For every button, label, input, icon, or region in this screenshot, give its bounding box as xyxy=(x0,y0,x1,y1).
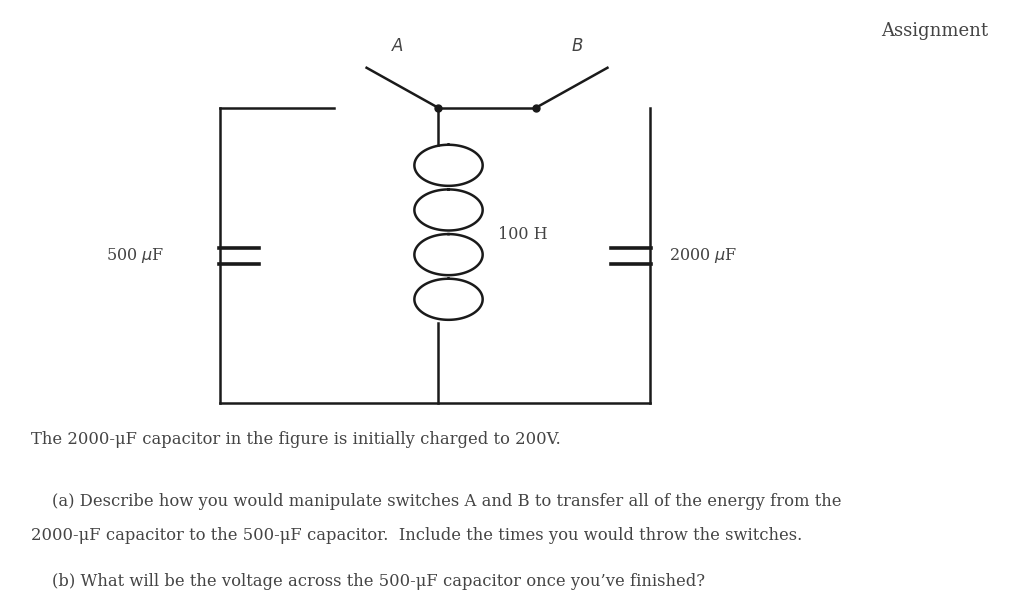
Text: The 2000-μF capacitor in the figure is initially charged to 200V.: The 2000-μF capacitor in the figure is i… xyxy=(31,431,560,448)
Text: 2000 $\mu$F: 2000 $\mu$F xyxy=(669,246,737,265)
Text: 500 $\mu$F: 500 $\mu$F xyxy=(105,246,164,265)
Text: (b) What will be the voltage across the 500-μF capacitor once you’ve finished?: (b) What will be the voltage across the … xyxy=(31,573,705,590)
Text: (a) Describe how you would manipulate switches A and B to transfer all of the en: (a) Describe how you would manipulate sw… xyxy=(31,493,842,510)
Text: 2000-μF capacitor to the 500-μF capacitor.  Include the times you would throw th: 2000-μF capacitor to the 500-μF capacito… xyxy=(31,527,802,544)
Text: $A$: $A$ xyxy=(391,38,403,55)
Text: Assignment: Assignment xyxy=(881,22,988,39)
Text: $B$: $B$ xyxy=(570,38,583,55)
Text: 100 H: 100 H xyxy=(498,225,548,243)
